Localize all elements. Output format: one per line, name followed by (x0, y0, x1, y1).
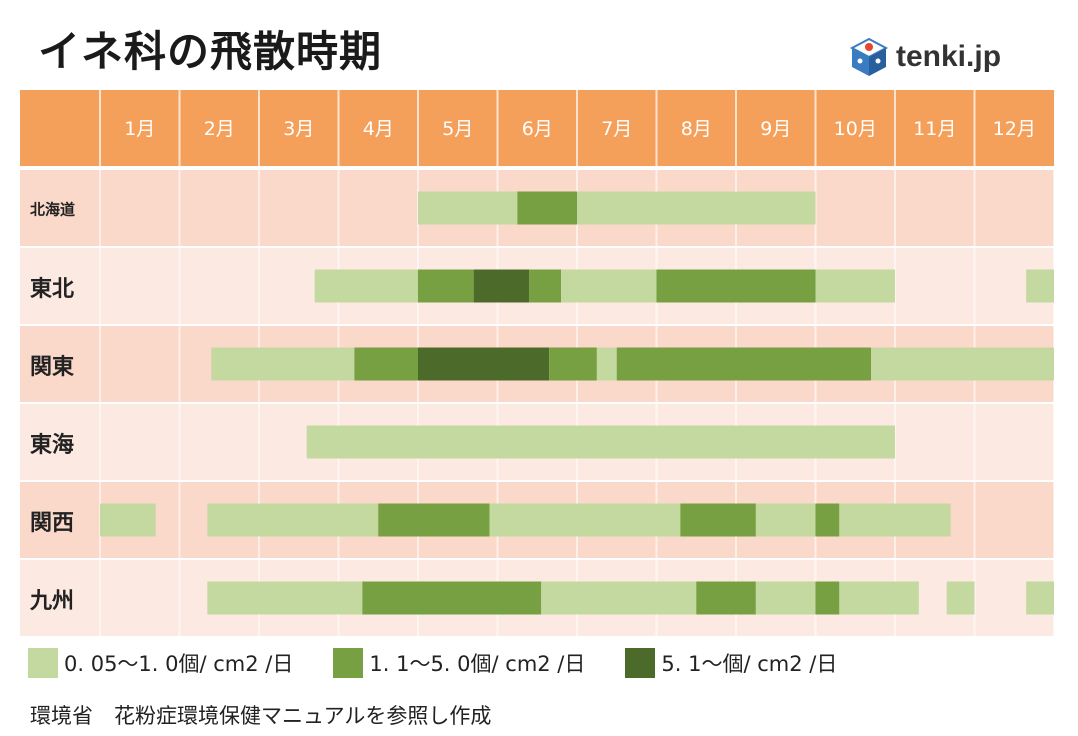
region-label: 東北 (30, 277, 74, 302)
pollen-bar-level1 (755, 581, 816, 615)
tenki-cube-icon (849, 37, 889, 76)
legend-label-level3: 5. 1～個/ cm2 /日 (661, 652, 838, 676)
tenki-logo[interactable]: tenki.jp (848, 36, 1001, 78)
pollen-bar-level1 (839, 503, 951, 537)
legend: 0. 05～1. 0個/ cm2 /日 1. 1～5. 0個/ cm2 /日 5… (28, 648, 877, 678)
pollen-bar-level1 (596, 347, 617, 381)
pollen-bar-level1 (314, 269, 418, 303)
header-row (20, 90, 1054, 166)
legend-swatch-level3 (625, 648, 656, 678)
pollen-bar-level1 (418, 191, 518, 225)
pollen-bar-level1 (211, 347, 355, 381)
legend-swatch-level1 (28, 648, 58, 678)
legend-label-level1: 0. 05～1. 0個/ cm2 /日 (64, 652, 294, 676)
pollen-bar-level1 (306, 425, 895, 459)
pollen-bar-level2 (815, 503, 840, 537)
legend-item-level2: 1. 1～5. 0個/ cm2 /日 (333, 648, 585, 678)
region-label: 九州 (29, 589, 74, 614)
region-label: 関西 (30, 511, 74, 536)
pollen-bar-level1 (577, 191, 816, 225)
pollen-bar-level1 (1026, 581, 1054, 615)
region-label: 関東 (30, 355, 74, 380)
legend-item-level3: 5. 1～個/ cm2 /日 (625, 648, 837, 678)
month-label: 5月 (442, 118, 473, 140)
pollen-bar-level2 (680, 503, 756, 537)
pollen-bar-level1 (1026, 269, 1054, 303)
month-label: 10月 (834, 118, 877, 140)
region-label: 東海 (30, 432, 74, 458)
pollen-bar-level1 (946, 581, 975, 615)
pollen-bar-level1 (839, 581, 919, 615)
chart-title: イネ科の飛散時期 (38, 27, 383, 76)
region-label: 北海道 (30, 201, 75, 219)
month-label: 6月 (522, 118, 553, 140)
pollen-bar-level1 (755, 503, 816, 537)
month-label: 12月 (993, 118, 1036, 140)
logo-text: tenki.jp (896, 40, 1002, 73)
pollen-bar-level1 (561, 269, 657, 303)
pollen-bar-level1 (489, 503, 681, 537)
pollen-bar-level2 (696, 581, 756, 615)
pollen-bar-level1 (815, 269, 895, 303)
pollen-bar-level2 (362, 581, 542, 615)
pollen-bar-level1 (871, 347, 1054, 381)
month-label: 3月 (283, 118, 314, 140)
month-label: 1月 (124, 118, 155, 140)
pollen-bar-level2 (656, 269, 816, 303)
pollen-bar-level2 (616, 347, 872, 381)
pollen-bar-level2 (517, 191, 577, 225)
pollen-bar-level2 (378, 503, 490, 537)
month-label: 11月 (913, 118, 956, 140)
pollen-bar-level2 (549, 347, 597, 381)
pollen-bar-level2 (354, 347, 418, 381)
legend-swatch-level2 (333, 648, 364, 678)
pollen-bar-level1 (100, 503, 156, 537)
legend-label-level2: 1. 1～5. 0個/ cm2 /日 (369, 652, 586, 676)
legend-item-level1: 0. 05～1. 0個/ cm2 /日 (28, 648, 293, 678)
pollen-bar-level2 (418, 269, 474, 303)
month-label: 2月 (204, 118, 235, 140)
source-note: 環境省 花粉症環境保健マニュアルを参照し作成 (30, 704, 492, 728)
pollen-bar-level1 (207, 503, 379, 537)
pollen-bar-level3 (473, 269, 530, 303)
month-label: 8月 (681, 118, 712, 140)
pollen-bar-level2 (815, 581, 840, 615)
month-label: 7月 (601, 118, 632, 140)
pollen-bar-level1 (541, 581, 697, 615)
pollen-bar-level3 (418, 347, 550, 381)
pollen-bar-level1 (207, 581, 363, 615)
month-label: 4月 (363, 118, 394, 140)
month-label: 9月 (760, 118, 791, 140)
pollen-bar-level2 (529, 269, 562, 303)
